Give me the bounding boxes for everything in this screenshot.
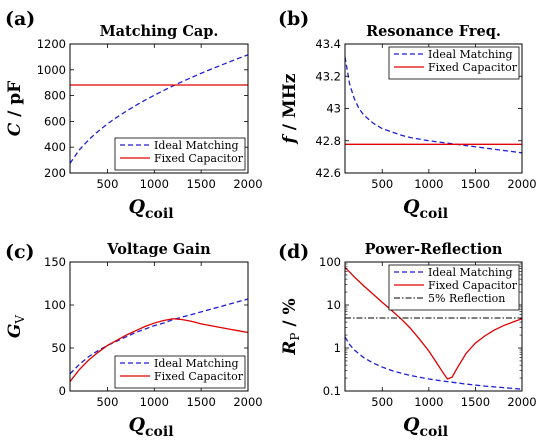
panel-label: (b) — [278, 8, 309, 30]
series-line — [345, 56, 522, 154]
legend-box — [388, 46, 520, 80]
legend-box — [114, 137, 246, 171]
series-line — [345, 266, 522, 380]
legend-label: Fixed Capacitor — [428, 61, 518, 74]
x-tick-label: 1500 — [461, 395, 490, 409]
y-axis-label: RP / % — [280, 298, 302, 355]
plot-frame — [69, 43, 249, 174]
x-tick-label: 1500 — [187, 395, 216, 409]
x-tick-label: 2000 — [507, 395, 536, 409]
x-tick-label: 2000 — [507, 177, 536, 191]
y-tick-label: 42.6 — [315, 166, 341, 180]
series-line — [70, 54, 248, 164]
x-tick-label: 2000 — [233, 177, 262, 191]
x-axis-label: Qcoil — [403, 414, 448, 440]
y-tick-label: 42.8 — [315, 134, 341, 148]
legend-label: Ideal Matching — [154, 357, 239, 370]
y-tick-label: 200 — [44, 166, 66, 180]
x-tick-label: 1000 — [414, 177, 443, 191]
y-tick-label: 100 — [44, 298, 66, 312]
panel-1: (a) Matching Cap. 500 1000 1500 2000 200 400 600… — [5, 8, 263, 222]
series-line — [345, 336, 522, 390]
panel-label: (c) — [5, 241, 35, 263]
y-tick-label: 43 — [326, 102, 341, 116]
panel-2: (b) Resonance Freq. 500 1000 1500 2000 42.6 42.… — [278, 8, 536, 222]
panel-label: (a) — [5, 8, 35, 30]
y-axis-label: GV — [5, 315, 27, 339]
y-tick-label: 100 — [319, 255, 341, 269]
panel-4: (d) Power-Reflection 500 1000 1500 2000 0.1 1 10… — [278, 241, 536, 440]
chart-title: Power-Reflection — [365, 241, 503, 258]
legend-label: Ideal Matching — [154, 139, 239, 152]
y-axis-label: C / pF — [5, 81, 25, 137]
y-tick-label: 800 — [44, 89, 66, 103]
x-tick-label: 1500 — [187, 177, 216, 191]
panel-label: (d) — [278, 241, 309, 263]
y-tick-label: 400 — [44, 140, 66, 154]
plot-frame — [69, 261, 249, 392]
x-tick-label: 1000 — [414, 395, 443, 409]
x-tick-label: 1000 — [140, 177, 169, 191]
y-tick-label: 1 — [334, 341, 341, 355]
x-tick-label: 1000 — [140, 395, 169, 409]
y-tick-label: 0 — [59, 384, 66, 398]
y-tick-label: 10 — [326, 298, 341, 312]
y-tick-label: 150 — [44, 255, 66, 269]
x-tick-label: 1500 — [461, 177, 490, 191]
legend-label: 5% Reflection — [428, 292, 505, 305]
x-tick-label: 500 — [371, 395, 393, 409]
panel-3: (c) Voltage Gain 500 1000 1500 2000 0 50 100 150 Q… — [5, 241, 263, 440]
x-axis-label: Qcoil — [128, 196, 173, 222]
chart-title: Voltage Gain — [106, 241, 211, 258]
y-tick-label: 0.1 — [323, 384, 341, 398]
legend-label: Fixed Capacitor — [154, 370, 244, 383]
x-axis-label: Qcoil — [403, 196, 448, 222]
y-tick-label: 50 — [51, 341, 66, 355]
y-tick-label: 43.2 — [315, 69, 341, 83]
y-tick-label: 1000 — [37, 63, 66, 77]
legend-label: Fixed Capacitor — [154, 152, 244, 165]
y-tick-label: 43.4 — [315, 37, 341, 51]
chart-title: Resonance Freq. — [366, 23, 501, 40]
y-axis-label: f / MHz — [280, 73, 300, 144]
chart-title: Matching Cap. — [100, 23, 219, 40]
legend-label: Ideal Matching — [428, 48, 513, 61]
x-tick-label: 2000 — [233, 395, 262, 409]
legend-label: Fixed Capacitor — [428, 279, 518, 292]
plot-frame — [344, 261, 523, 392]
x-tick-label: 500 — [371, 177, 393, 191]
x-tick-label: 500 — [96, 177, 118, 191]
x-axis-label: Qcoil — [128, 414, 173, 440]
legend-box — [114, 355, 246, 389]
legend-label: Ideal Matching — [428, 266, 513, 279]
x-tick-label: 500 — [96, 395, 118, 409]
y-tick-label: 1200 — [37, 37, 66, 51]
series-line — [70, 298, 248, 375]
y-tick-label: 600 — [44, 114, 66, 128]
series-line — [70, 318, 248, 382]
